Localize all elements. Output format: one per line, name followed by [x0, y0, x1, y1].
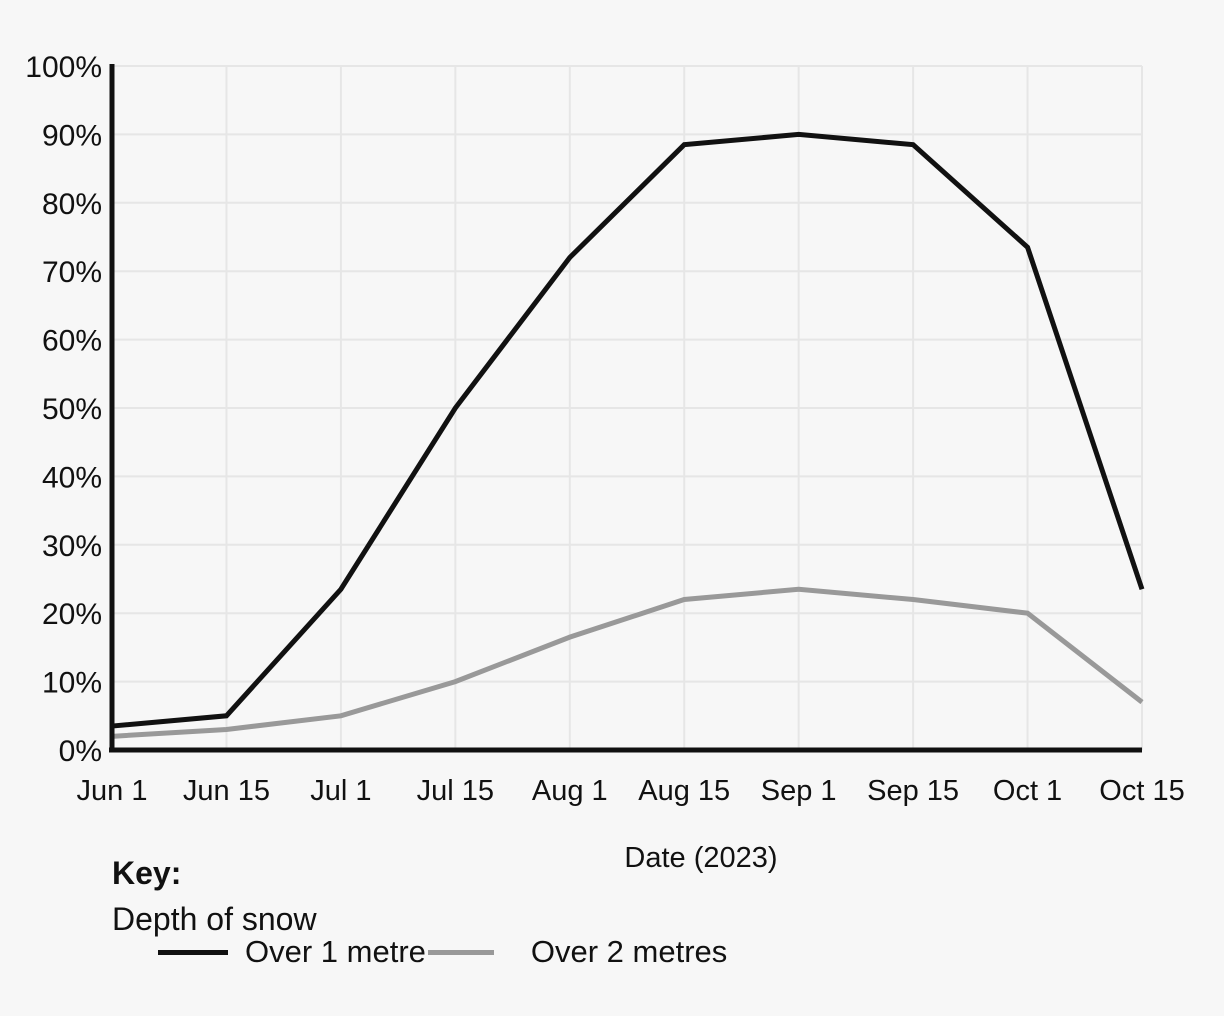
y-tick-label: 10% [42, 667, 102, 700]
y-tick-label: 30% [42, 530, 102, 563]
y-tick-label: 70% [42, 256, 102, 289]
x-tick-label: Oct 15 [1099, 775, 1184, 807]
x-tick-label: Aug 15 [638, 775, 730, 807]
x-tick-label: Jun 1 [77, 775, 148, 807]
x-tick-label: Jul 1 [310, 775, 371, 807]
legend-item-over-1-metre: Over 1 metre [158, 934, 426, 970]
series-line-over-1-metre [111, 131, 1145, 729]
x-tick-label: Sep 1 [761, 775, 837, 807]
over-1-metre-line-swatch [158, 949, 228, 955]
legend-item-over-2-metres: Over 2 metres [426, 934, 727, 970]
x-tick-label: Oct 1 [993, 775, 1062, 807]
x-tick-label: Jul 15 [417, 775, 494, 807]
y-tick-label: 20% [42, 598, 102, 631]
y-tick-label: 100% [25, 51, 102, 84]
over-2-metres-line-swatch [427, 949, 494, 955]
series-line-over-2-metres [111, 586, 1144, 739]
legend-title: Depth of snow [112, 901, 317, 937]
legend-key-label: Key: [112, 855, 182, 891]
legend: Over 1 metre Over 2 metres [158, 934, 727, 970]
legend-label-over-1-metre: Over 1 metre [245, 934, 426, 969]
y-tick-label: 80% [42, 188, 102, 221]
x-tick-label: Aug 1 [532, 775, 608, 807]
x-tick-label: Jun 15 [183, 775, 270, 807]
y-tick-label: 50% [42, 393, 102, 426]
legend-label-over-2-metres: Over 2 metres [530, 934, 728, 969]
y-tick-label: 0% [59, 735, 102, 768]
y-tick-label: 60% [42, 325, 102, 358]
y-tick-label: 90% [42, 119, 102, 152]
y-tick-label: 40% [42, 461, 102, 494]
x-axis-title: Date (2023) [624, 842, 778, 874]
x-tick-label: Sep 15 [867, 775, 959, 807]
